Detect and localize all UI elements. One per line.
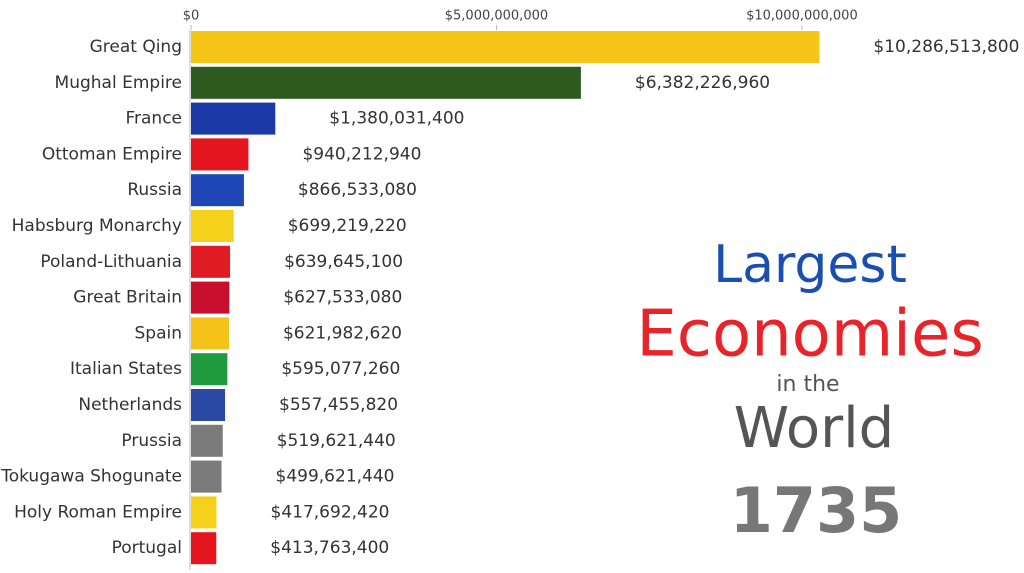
bar — [191, 424, 223, 457]
category-label: Great Britain — [73, 288, 182, 308]
value-label: $417,692,420 — [271, 502, 390, 522]
bar — [191, 138, 249, 171]
value-label: $10,286,513,800 — [873, 37, 1019, 57]
value-label: $639,645,100 — [284, 252, 403, 272]
title-line: Economies — [636, 298, 983, 372]
bar — [191, 31, 820, 63]
bar — [191, 102, 276, 135]
category-label: Italian States — [70, 359, 182, 379]
category-label: Russia — [127, 180, 182, 200]
category-label: Great Qing — [90, 37, 182, 57]
value-label: $866,533,080 — [298, 180, 417, 200]
title-line: in the — [776, 372, 839, 397]
bar — [191, 353, 228, 386]
value-label: $413,763,400 — [270, 538, 389, 558]
value-label: $627,533,080 — [283, 288, 402, 308]
x-tick-label: $10,000,000,000 — [746, 9, 858, 24]
category-label: France — [125, 109, 182, 129]
bar — [191, 245, 231, 278]
category-label: Poland-Lithuania — [40, 252, 182, 272]
value-label: $595,077,260 — [281, 359, 400, 379]
title-line: World — [734, 396, 894, 461]
category-label: Prussia — [121, 431, 182, 451]
value-label: $499,621,440 — [276, 467, 395, 487]
value-label: $519,621,440 — [277, 431, 396, 451]
bar — [191, 532, 217, 565]
category-label: Netherlands — [78, 395, 182, 415]
value-label: $699,219,220 — [288, 216, 407, 236]
category-label: Mughal Empire — [55, 73, 182, 93]
x-tick-label: $5,000,000,000 — [445, 9, 548, 24]
bar — [191, 66, 581, 99]
bar — [191, 281, 230, 314]
value-label: $1,380,031,400 — [329, 109, 464, 129]
value-label: $621,982,620 — [283, 323, 402, 343]
bar — [191, 460, 222, 493]
category-label: Holy Roman Empire — [14, 502, 182, 522]
category-label: Ottoman Empire — [42, 144, 182, 164]
year-label: 1735 — [730, 474, 903, 547]
category-label: Portugal — [112, 538, 182, 558]
category-label: Tokugawa Shogunate — [0, 467, 182, 487]
bar — [191, 389, 226, 421]
bar — [191, 496, 217, 529]
bar — [191, 317, 229, 350]
bar — [191, 210, 234, 242]
value-label: $6,382,226,960 — [635, 73, 770, 93]
value-label: $557,455,820 — [279, 395, 398, 415]
category-label: Spain — [135, 323, 183, 343]
category-label: Habsburg Monarchy — [12, 216, 182, 236]
bar — [191, 174, 244, 207]
x-tick-label: $0 — [183, 9, 200, 24]
title-line: Largest — [713, 235, 907, 295]
value-label: $940,212,940 — [302, 144, 421, 164]
